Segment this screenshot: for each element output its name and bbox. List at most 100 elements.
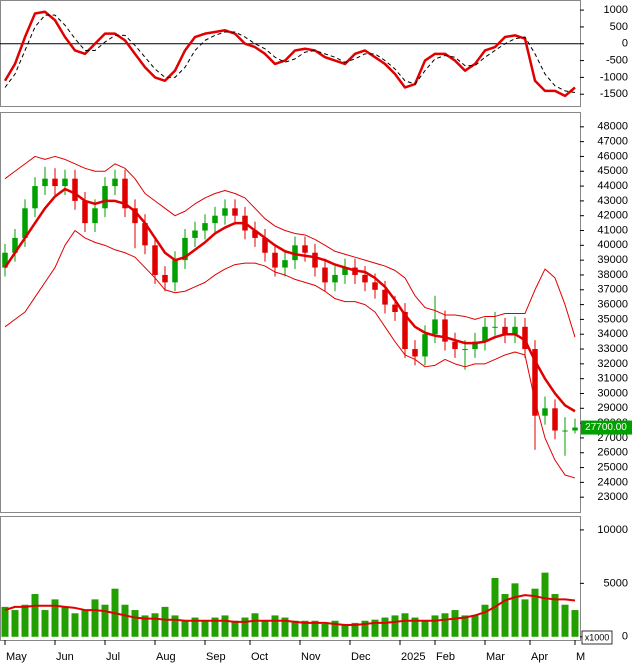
volume-bar (71, 613, 79, 637)
candle-body (272, 252, 278, 268)
volume-bar (381, 617, 389, 637)
volume-bar (421, 620, 429, 637)
x-tick-label: Sep (206, 651, 226, 663)
series-line (4, 594, 576, 627)
candle-body (562, 430, 568, 432)
candle-body (22, 208, 28, 238)
y-tick-label: 0 (622, 38, 628, 50)
last-price-label: 27700.00 (585, 422, 627, 433)
y-tick-label: 45000 (597, 165, 628, 177)
volume-bar (301, 620, 309, 637)
candle-body (362, 274, 368, 283)
candle-body (32, 186, 38, 209)
volume-bar (201, 620, 209, 637)
candle-body (422, 334, 428, 357)
volume-bar (241, 617, 249, 637)
x-tick-label: Aug (156, 651, 176, 663)
y-tick-label: -1500 (600, 88, 628, 100)
candle-body (62, 178, 68, 187)
candle-body (172, 260, 178, 283)
volume-bar (531, 588, 539, 637)
y-tick-label: 25000 (597, 461, 628, 473)
y-tick-label: 34000 (597, 328, 628, 340)
y-tick-label: 26000 (597, 447, 628, 459)
candle-body (192, 230, 198, 238)
candle-body (142, 223, 148, 246)
volume-bar (21, 604, 29, 637)
x-tick-label: May (6, 651, 27, 663)
x-tick-label: Oct (251, 651, 268, 663)
candle-body (52, 178, 58, 187)
y-tick-label: 44000 (597, 180, 628, 192)
volume-bar (231, 620, 239, 637)
candle-body (492, 326, 498, 328)
volume-bar (61, 606, 69, 637)
panel-frame (0, 0, 581, 107)
y-tick-label: 46000 (597, 150, 628, 162)
candle-body (132, 208, 138, 224)
candle-body (12, 237, 18, 253)
volume-bar (131, 610, 139, 637)
volume-bar (511, 583, 519, 637)
candle-body (262, 237, 268, 253)
unit-box (581, 630, 613, 645)
x-tick-label: Apr (531, 651, 548, 663)
candle-body (82, 200, 88, 224)
x-tick-label: 2025 (401, 651, 425, 663)
candle-body (42, 178, 48, 187)
unit-label: x1000 (585, 632, 610, 642)
volume-bar (311, 620, 319, 637)
candle-body (232, 208, 238, 216)
volume-bar (191, 617, 199, 637)
volume-bar (501, 594, 509, 637)
x-tick-label: M (576, 651, 585, 663)
volume-bar (221, 615, 229, 637)
candle-body (512, 326, 518, 335)
y-tick-label: -500 (606, 54, 628, 66)
y-tick-label: 42000 (597, 210, 628, 222)
candle-body (532, 349, 538, 416)
volume-bar (371, 619, 379, 637)
candle-body (212, 215, 218, 224)
volume-bar (571, 610, 579, 637)
candle-body (302, 245, 308, 253)
y-tick-label: 30000 (597, 387, 628, 399)
candle-body (572, 427, 578, 431)
volume-bar (391, 615, 399, 637)
candle-body (252, 230, 258, 238)
y-tick-label: 47000 (597, 136, 628, 148)
candle-body (162, 274, 168, 283)
volume-bar (261, 620, 269, 637)
candle-body (522, 326, 528, 350)
volume-bar (331, 620, 339, 637)
candle-body (112, 178, 118, 187)
y-tick-label: -1000 (600, 71, 628, 83)
candle-body (292, 245, 298, 261)
volume-bar (561, 604, 569, 637)
series-line (4, 155, 576, 338)
panel-frame (0, 516, 581, 641)
volume-bar (321, 623, 329, 637)
y-tick-label: 29000 (597, 402, 628, 414)
candle-body (452, 341, 458, 350)
candle-body (462, 349, 468, 351)
candle-body (412, 349, 418, 357)
y-tick-label: 5000 (604, 577, 628, 589)
candle-body (222, 208, 228, 216)
volume-bar (141, 615, 149, 637)
candle-body (152, 245, 158, 275)
volume-bar (471, 615, 479, 637)
candle-body (282, 260, 288, 268)
y-tick-label: 36000 (597, 298, 628, 310)
y-tick-label: 38000 (597, 269, 628, 281)
x-tick-label: Mar (486, 651, 505, 663)
volume-bar (451, 610, 459, 637)
volume-bar (11, 610, 19, 637)
volume-bar (211, 617, 219, 637)
candle-body (312, 252, 318, 268)
y-tick-label: 1000 (604, 4, 628, 16)
volume-bar (151, 613, 159, 637)
x-tick-label: Jul (106, 651, 120, 663)
volume-bar (81, 610, 89, 637)
